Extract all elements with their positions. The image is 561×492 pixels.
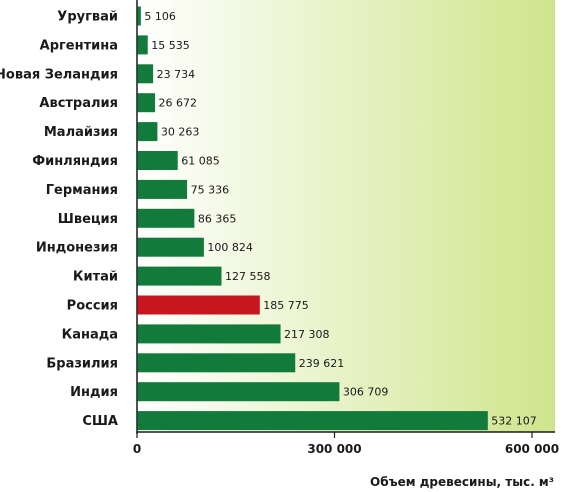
bar-14 — [137, 411, 488, 431]
bar-6 — [137, 179, 188, 199]
bar-7 — [137, 208, 195, 228]
bars-group — [137, 6, 488, 431]
value-label-8: 100 824 — [207, 241, 253, 254]
bar-9 — [137, 266, 222, 286]
x-axis-label: Объем древесины, тыс. м³ — [370, 475, 554, 489]
category-label-0: Уругвай — [57, 10, 118, 25]
bar-1 — [137, 35, 148, 55]
value-label-2: 23 734 — [157, 68, 196, 81]
category-label-2: Новая Зеландия — [0, 67, 118, 82]
bar-2 — [137, 64, 154, 84]
value-label-10: 185 775 — [263, 299, 309, 312]
bar-13 — [137, 382, 340, 402]
category-label-3: Австралия — [39, 96, 118, 111]
bar-8 — [137, 237, 204, 257]
bar-10 — [137, 295, 260, 315]
x-tick-label-0: 0 — [133, 442, 141, 456]
value-labels-group: 5 106 15 535 23 734 26 672 30 263 61 085 75 33… — [144, 10, 536, 428]
value-label-0: 5 106 — [144, 10, 176, 23]
category-label-7: Швеция — [58, 212, 118, 227]
category-label-6: Германия — [46, 183, 118, 198]
value-label-4: 30 263 — [161, 126, 200, 139]
category-label-5: Финляндия — [32, 154, 118, 169]
category-label-1: Аргентина — [40, 38, 118, 53]
value-label-7: 86 365 — [198, 212, 237, 225]
bar-4 — [137, 122, 158, 142]
category-label-11: Канада — [62, 327, 118, 342]
bar-0 — [137, 6, 141, 26]
bar-3 — [137, 93, 156, 113]
category-label-9: Китай — [73, 270, 118, 285]
value-label-13: 306 709 — [343, 386, 389, 399]
value-label-1: 15 535 — [151, 39, 190, 52]
category-label-14: США — [82, 414, 118, 429]
value-label-5: 61 085 — [181, 155, 220, 168]
category-label-13: Индия — [70, 385, 118, 400]
x-tick-label-2: 600 000 — [505, 442, 559, 456]
category-label-4: Малайзия — [44, 125, 118, 140]
category-label-12: Бразилия — [46, 356, 118, 371]
value-label-3: 26 672 — [159, 97, 198, 110]
x-ticks-group: 0 300 000 600 000 — [133, 432, 559, 456]
bar-11 — [137, 324, 281, 344]
value-label-6: 75 336 — [191, 183, 230, 196]
bar-5 — [137, 151, 178, 170]
value-label-9: 127 558 — [225, 270, 271, 283]
value-label-14: 532 107 — [491, 415, 537, 428]
bar-12 — [137, 353, 296, 373]
value-label-11: 217 308 — [284, 328, 330, 341]
category-labels-group: Уругвай Аргентина Новая Зеландия Австралия М… — [0, 10, 118, 430]
x-tick-label-1: 300 000 — [307, 442, 361, 456]
category-label-8: Индонезия — [36, 241, 118, 256]
category-label-10: Россия — [67, 299, 118, 314]
value-label-12: 239 621 — [299, 357, 345, 370]
